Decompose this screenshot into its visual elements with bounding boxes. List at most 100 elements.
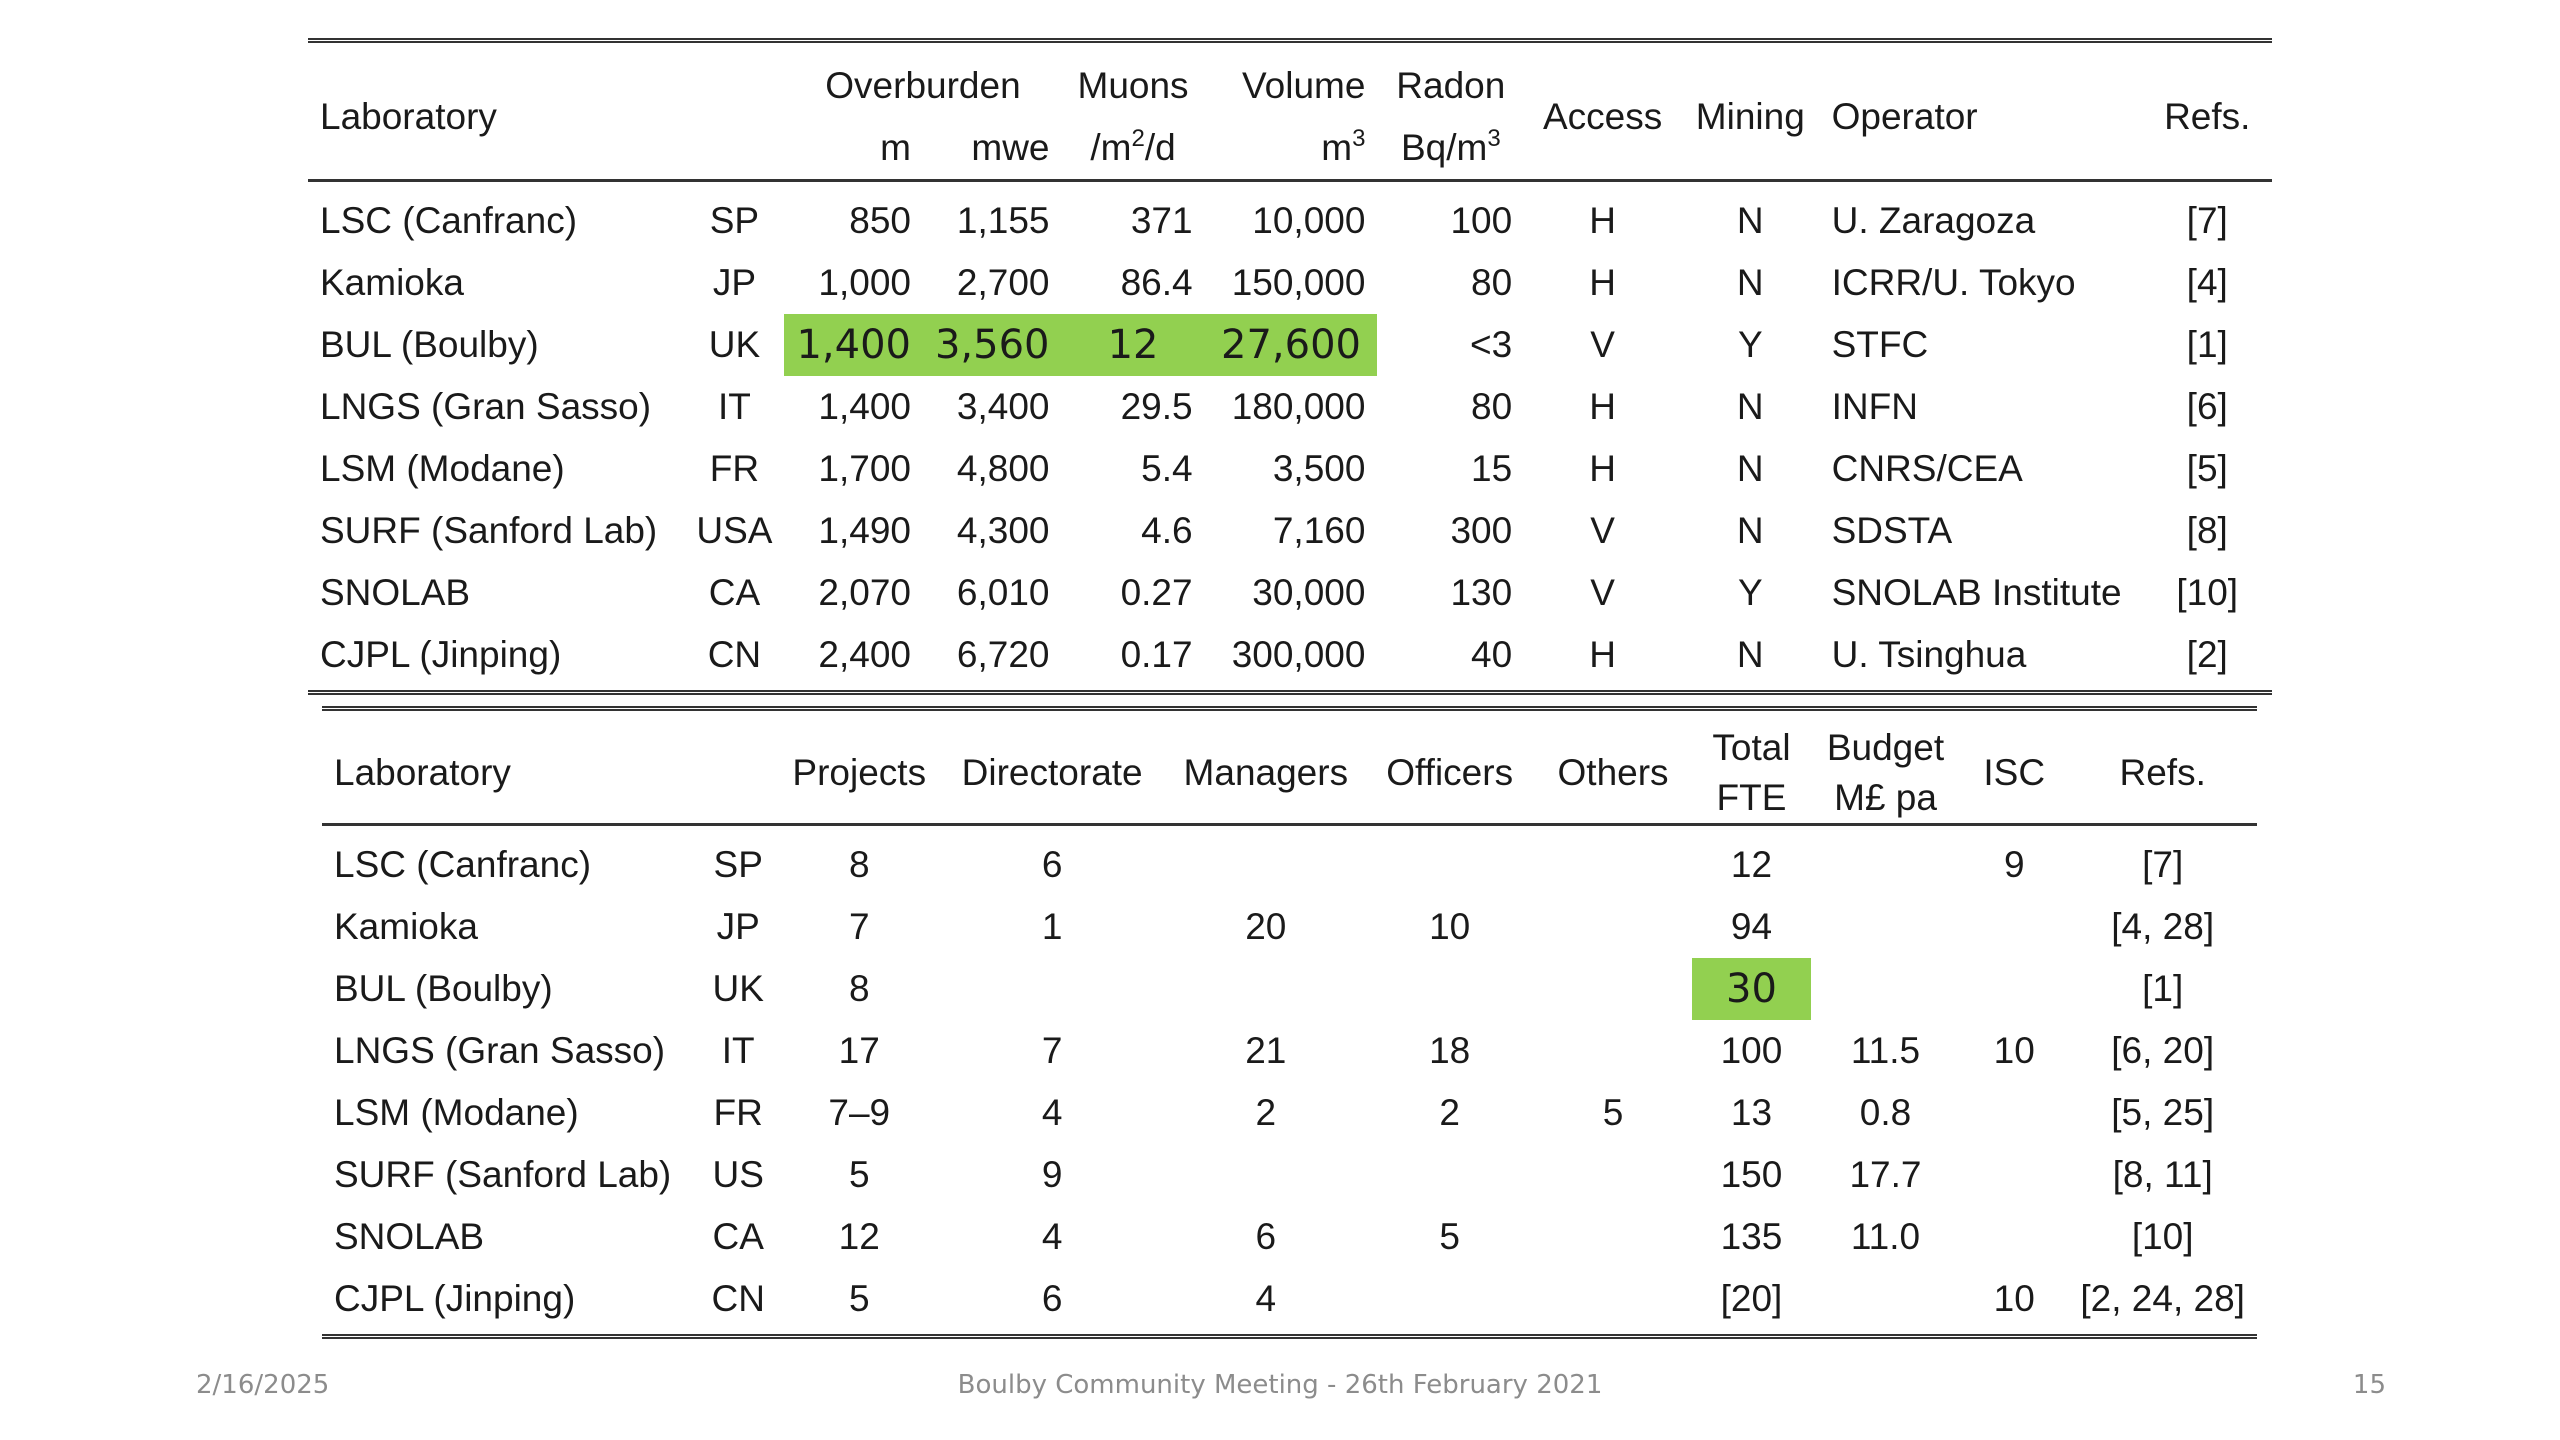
cell-mining: N (1736, 448, 1764, 489)
cell-lab: LSC (Canfranc) (320, 200, 578, 241)
cell-country: FR (709, 448, 760, 489)
cell-country: JP (716, 906, 760, 947)
cell-projects: 5 (848, 1278, 870, 1319)
cell-operator: CNRS/CEA (1831, 448, 2023, 489)
cell-lab: LNGS (Gran Sasso) (334, 1030, 666, 1071)
cell-refs: [8, 11] (2112, 1154, 2213, 1195)
table-row: SNOLAB CA 12 4 6 5 135 11.0 [10] (322, 1206, 2257, 1268)
cell-refs: [4] (2186, 262, 2228, 303)
cell-lab: SURF (Sanford Lab) (320, 510, 658, 551)
cell-projects: 8 (848, 844, 870, 885)
table-row: LNGS (Gran Sasso) IT 1,400 3,400 29.5 18… (308, 376, 2272, 438)
cell-others (1534, 1268, 1692, 1337)
cell-muons: 5.4 (1141, 448, 1193, 489)
cell-country: CN (707, 634, 762, 675)
cell-projects: 5 (848, 1154, 870, 1195)
header-muons: Muons (1077, 65, 1189, 106)
cell-budget: 11.5 (1850, 1030, 1921, 1071)
cell-projects: 8 (848, 968, 870, 1009)
header-fte: FTE (1716, 777, 1787, 818)
cell-mining: Y (1737, 572, 1763, 613)
cell-radon: 130 (1450, 572, 1513, 613)
cell-country: JP (712, 262, 757, 303)
cell-isc (1960, 1082, 2068, 1144)
cell-managers: 6 (1255, 1216, 1277, 1257)
cell-directorate: 4 (1041, 1092, 1063, 1133)
cell-fte: [20] (1720, 1278, 1783, 1319)
cell-mwe: 4,300 (956, 510, 1050, 551)
cell-volume: 150,000 (1231, 262, 1366, 303)
cell-refs: [5, 25] (2111, 1092, 2215, 1133)
table-row: SURF (Sanford Lab) US 5 9 150 17.7 [8, 1… (322, 1144, 2257, 1206)
cell-volume: 7,160 (1272, 510, 1366, 551)
cell-muons: 371 (1130, 200, 1193, 241)
cell-country: SP (709, 200, 760, 241)
cell-refs: [4, 28] (2111, 906, 2215, 947)
cell-refs: [5] (2186, 448, 2228, 489)
cell-lab: LSM (Modane) (334, 1092, 579, 1133)
cell-others (1534, 958, 1692, 1020)
cell-directorate: 9 (1041, 1154, 1063, 1195)
cell-fte: 94 (1730, 906, 1773, 947)
table-row: CJPL (Jinping) CN 5 6 4 [20] 10 [2, 24, … (322, 1268, 2257, 1337)
cell-country: SP (713, 844, 763, 885)
cell-refs: [6, 20] (2111, 1030, 2215, 1071)
cell-lab: CJPL (Jinping) (334, 1278, 576, 1319)
cell-refs: [6] (2186, 386, 2228, 427)
cell-others: 5 (1602, 1092, 1624, 1133)
table-row: LSC (Canfranc) SP 850 1,155 371 10,000 1… (308, 181, 2272, 253)
cell-lab: BUL (Boulby) (320, 324, 539, 365)
cell-muons: 0.27 (1120, 572, 1193, 613)
cell-fte: 150 (1720, 1154, 1783, 1195)
cell-isc: 10 (1993, 1030, 2035, 1071)
cell-muons: 29.5 (1120, 386, 1193, 427)
cell-m: 1,400 (818, 386, 911, 427)
cell-fte: 13 (1730, 1092, 1773, 1133)
cell-mwe: 6,010 (956, 572, 1050, 613)
cell-country: IT (721, 1030, 755, 1071)
cell-refs: [10] (2176, 572, 2239, 613)
cell-refs: [2, 24, 28] (2080, 1278, 2245, 1319)
cell-mining: N (1736, 386, 1764, 427)
cell-others (1534, 1144, 1692, 1206)
cell-m: 1,700 (818, 448, 911, 489)
cell-lab: LSM (Modane) (320, 448, 565, 489)
cell-operator: SDSTA (1831, 510, 1953, 551)
cell-budget (1811, 958, 1960, 1020)
cell-volume: 30,000 (1252, 572, 1366, 613)
cell-access: H (1589, 448, 1616, 489)
highlight-cell-m: 1,400 (784, 314, 923, 376)
cell-radon: <3 (1470, 324, 1513, 365)
highlight-cell-volume: 27,600 (1204, 314, 1378, 376)
cell-others (1534, 1020, 1692, 1082)
cell-mining: N (1736, 634, 1764, 675)
cell-managers (1166, 1144, 1365, 1206)
cell-officers: 5 (1439, 1216, 1460, 1257)
cell-m: 1,000 (818, 262, 911, 303)
cell-access: H (1589, 200, 1616, 241)
cell-country: US (712, 1154, 764, 1195)
cell-managers: 20 (1245, 906, 1287, 947)
cell-access: H (1589, 634, 1616, 675)
cell-radon: 100 (1450, 200, 1513, 241)
cell-access: V (1590, 572, 1615, 613)
cell-radon: 80 (1471, 262, 1513, 303)
laboratory-staffing-table: Laboratory Projects Directorate Managers… (322, 706, 2257, 1339)
footer-date: 2/16/2025 (196, 1370, 330, 1400)
cell-managers: 4 (1255, 1278, 1277, 1319)
cell-officers (1365, 825, 1534, 897)
unit-mwe: mwe (971, 127, 1050, 168)
highlight-cell-muons: 12 (1061, 314, 1205, 376)
cell-radon: 15 (1471, 448, 1513, 489)
header-managers: Managers (1183, 752, 1349, 793)
cell-officers: 18 (1429, 1030, 1471, 1071)
unit-m: m (880, 127, 911, 168)
cell-fte: 135 (1720, 1216, 1783, 1257)
cell-projects: 7 (848, 906, 870, 947)
cell-mwe: 1,155 (956, 200, 1050, 241)
header-access: Access (1542, 96, 1663, 137)
table-row: SURF (Sanford Lab) USA 1,490 4,300 4.6 7… (308, 500, 2272, 562)
unit-radon: Bq/m3 (1400, 125, 1501, 169)
cell-country: FR (713, 1092, 763, 1133)
cell-officers: 2 (1439, 1092, 1460, 1133)
